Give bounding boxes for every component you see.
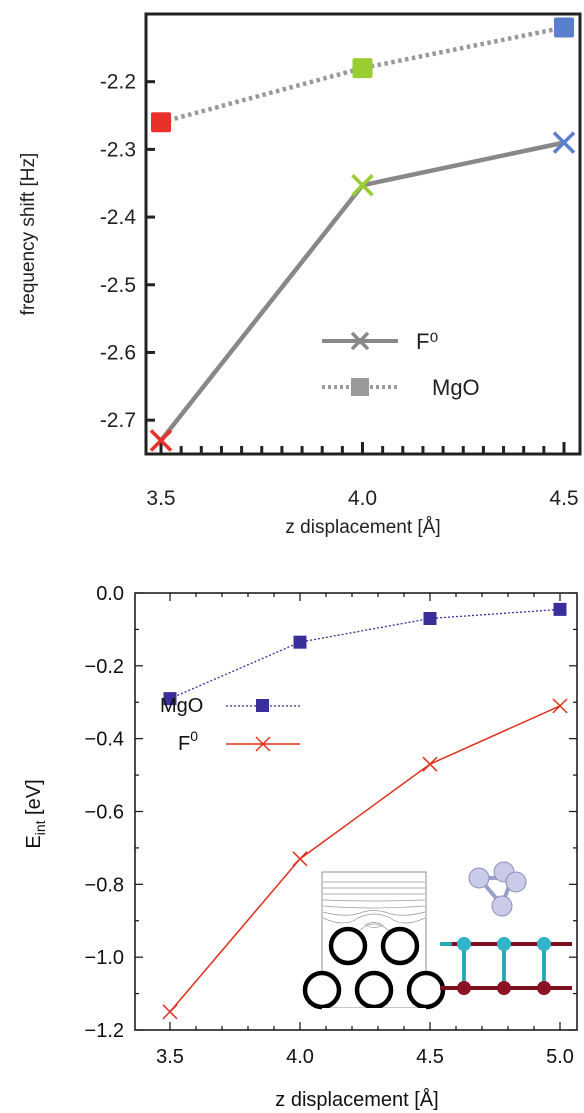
bottom-y-tick-label: −0.2 bbox=[85, 656, 124, 678]
top-x-tick-label: 3.5 bbox=[146, 487, 175, 510]
bottom-y-tick-label: −1.2 bbox=[85, 1020, 124, 1042]
legend-label-f0: F⁰ bbox=[416, 329, 438, 354]
f0-series-line-2 bbox=[169, 705, 561, 1013]
f0-point-2 bbox=[292, 851, 308, 867]
legend-marker-square-2 bbox=[256, 699, 269, 712]
top-y-tick-label: -2.6 bbox=[100, 341, 136, 364]
mgo-point-2 bbox=[163, 692, 177, 706]
top-x-tick-label: 4.0 bbox=[348, 487, 377, 510]
bottom-y-tick-label: −1.0 bbox=[85, 947, 124, 969]
bottom-chart: 3.5 4.0 4.5 5.0 0.0 −0.2 −0.4 −0.6 −0.8 −1.0 −1.2 bbox=[23, 583, 578, 1111]
f0-point bbox=[149, 429, 173, 452]
mgo-point-2 bbox=[553, 602, 567, 616]
mgo-series-line bbox=[160, 25, 565, 125]
f0-point bbox=[552, 131, 576, 154]
bottom-marks bbox=[162, 602, 568, 1020]
top-chart: 3.5 4.0 4.5 -2.2 -2.3 -2.4 -2.5 -2.6 -2.7 z disp… bbox=[18, 12, 582, 538]
bottom-y-axis-label: Eint [eV] bbox=[23, 779, 48, 848]
bottom-x-tick-label: 3.5 bbox=[156, 1046, 184, 1068]
bottom-y-tick-label: −0.6 bbox=[85, 802, 124, 824]
top-marks bbox=[149, 17, 576, 452]
f0-point bbox=[351, 174, 374, 197]
contour-inset-image bbox=[302, 871, 446, 1014]
mgo-point bbox=[554, 17, 574, 38]
bottom-y-tick-label: −0.4 bbox=[85, 729, 124, 751]
mgo-point-2 bbox=[423, 611, 437, 625]
top-legend: F⁰ MgO bbox=[322, 329, 480, 400]
bottom-x-tick-label: 5.0 bbox=[546, 1046, 574, 1068]
top-y-axis-label: frequency shift [Hz] bbox=[18, 153, 39, 316]
legend-label-f0-2: F0 bbox=[178, 728, 198, 755]
f0-point-2 bbox=[552, 698, 568, 714]
f0-point-2 bbox=[162, 1004, 178, 1020]
top-y-tick-label: -2.5 bbox=[100, 274, 136, 297]
f0-point-2 bbox=[422, 756, 438, 772]
top-y-tick-label: -2.2 bbox=[100, 71, 136, 94]
mgo-point-2 bbox=[293, 635, 307, 649]
bottom-x-tick-label: 4.5 bbox=[416, 1046, 444, 1068]
molecule-cluster-image bbox=[468, 861, 527, 917]
legend-marker-x bbox=[350, 331, 370, 351]
legend-label-mgo: MgO bbox=[432, 375, 480, 400]
mgo-series-line-2 bbox=[169, 608, 561, 700]
bottom-x-axis-label: z displacement [Å] bbox=[275, 1088, 438, 1111]
top-x-tick-label: 4.5 bbox=[549, 487, 578, 510]
top-y-tick-label: -2.3 bbox=[100, 138, 136, 161]
bottom-y-tick-label: −0.8 bbox=[85, 874, 124, 896]
bottom-x-tick-label: 4.0 bbox=[286, 1046, 314, 1068]
bottom-axes: 3.5 4.0 4.5 5.0 0.0 −0.2 −0.4 −0.6 −0.8 −1.0 −1.2 bbox=[85, 583, 577, 1068]
lattice-structure-image bbox=[440, 937, 572, 995]
top-y-tick-label: -2.4 bbox=[100, 206, 137, 229]
top-y-tick-label: -2.7 bbox=[100, 409, 136, 432]
mgo-point bbox=[352, 58, 373, 79]
legend-marker-x-2 bbox=[255, 736, 271, 752]
legend-marker-square bbox=[351, 378, 369, 396]
bottom-legend: MgO F0 bbox=[160, 695, 300, 755]
bottom-y-tick-label: 0.0 bbox=[96, 583, 124, 605]
top-x-axis-label: z displacement [Å] bbox=[285, 517, 440, 538]
mgo-point bbox=[151, 112, 171, 133]
top-axes: 3.5 4.0 4.5 -2.2 -2.3 -2.4 -2.5 -2.6 -2.7 bbox=[100, 71, 579, 510]
legend-label-mgo-2: MgO bbox=[160, 695, 203, 717]
